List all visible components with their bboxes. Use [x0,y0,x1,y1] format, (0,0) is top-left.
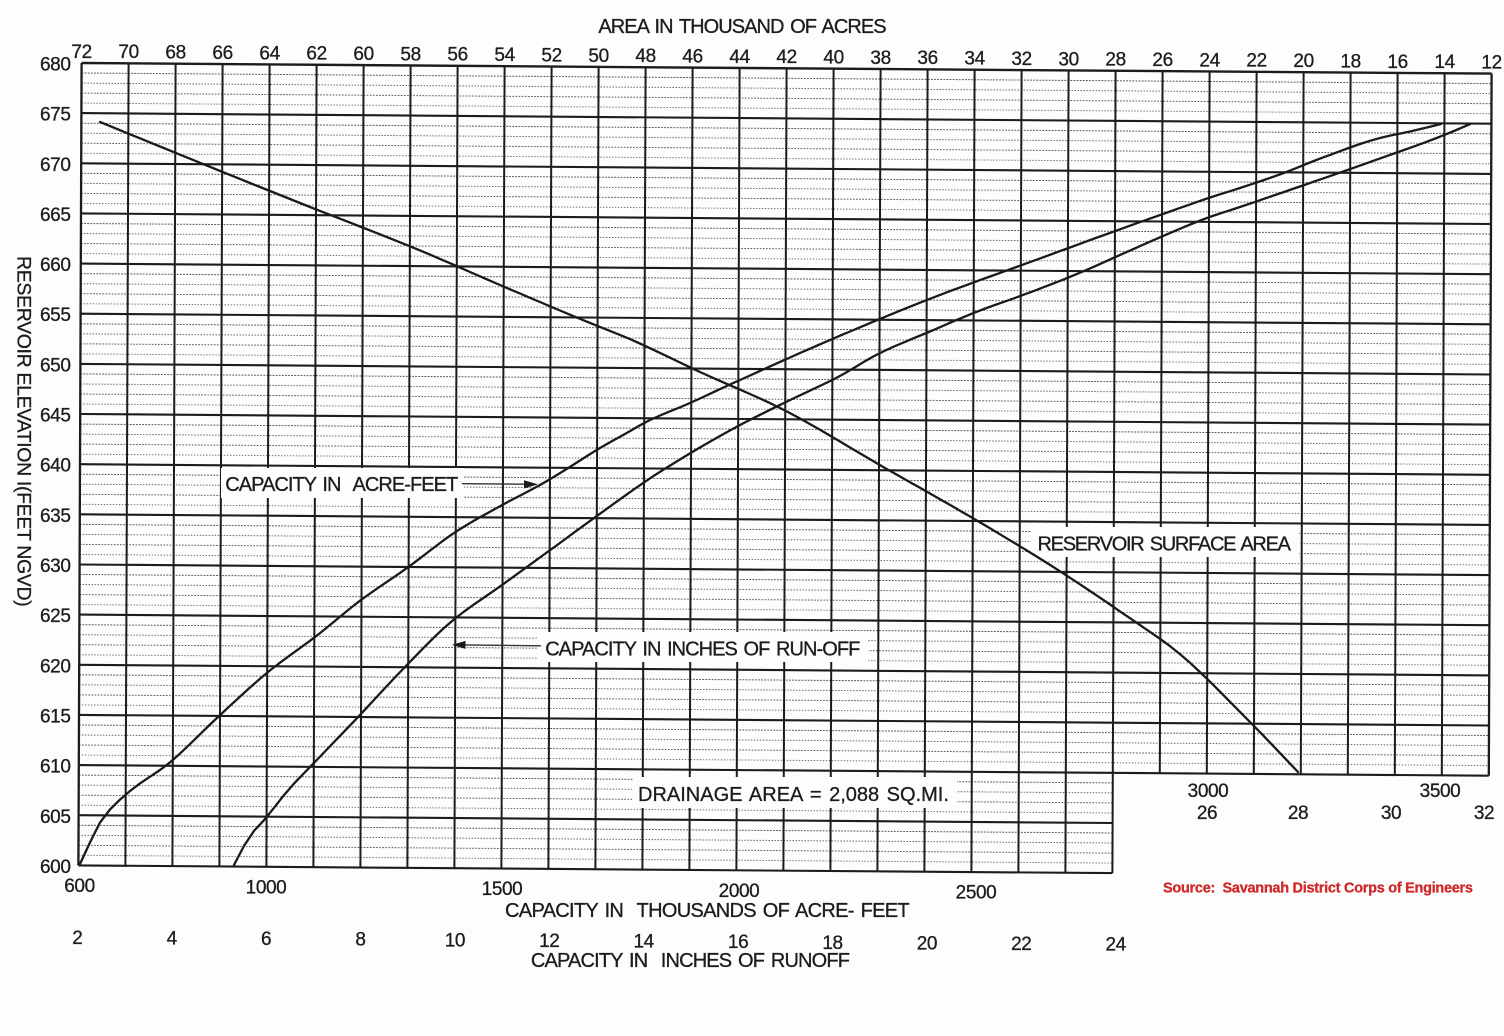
svg-text:CAPACITY IN INCHES OF RUN-OFF: CAPACITY IN INCHES OF RUN-OFF [545,638,860,660]
svg-text:4: 4 [167,929,178,950]
svg-text:CAPACITY IN ACRE-FEET: CAPACITY IN ACRE-FEET [225,474,458,496]
svg-text:48: 48 [635,46,655,67]
svg-text:600: 600 [64,876,95,897]
svg-text:2500: 2500 [956,883,997,904]
svg-text:16: 16 [728,932,748,953]
svg-text:615: 615 [40,706,71,727]
svg-text:6: 6 [261,929,271,950]
svg-text:42: 42 [776,47,796,68]
svg-text:56: 56 [447,45,467,66]
svg-text:14: 14 [634,932,655,953]
svg-text:38: 38 [870,48,890,69]
svg-text:CAPACITY IN THOUSANDS OF ACRE: CAPACITY IN THOUSANDS OF ACRE- FEET [505,900,909,922]
svg-text:3500: 3500 [1420,781,1461,802]
svg-text:28: 28 [1105,50,1125,71]
svg-text:2: 2 [72,928,82,949]
svg-text:650: 650 [40,355,71,376]
svg-text:66: 66 [212,43,232,64]
svg-text:12: 12 [1481,53,1501,74]
svg-text:620: 620 [40,656,71,677]
svg-text:DRAINAGE AREA = 2,088 SQ.MI.: DRAINAGE AREA = 2,088 SQ.MI. [638,784,949,806]
svg-text:18: 18 [1340,51,1360,72]
svg-text:20: 20 [917,933,937,954]
svg-text:660: 660 [40,255,71,276]
svg-text:10: 10 [445,930,465,951]
svg-text:22: 22 [1246,51,1266,72]
svg-text:670: 670 [40,155,71,176]
svg-text:AREA IN THOUSAND OF ACRES: AREA IN THOUSAND OF ACRES [598,16,886,38]
svg-text:24: 24 [1199,50,1220,71]
svg-text:2000: 2000 [719,881,760,902]
svg-text:40: 40 [823,48,843,69]
svg-text:610: 610 [40,757,71,778]
svg-text:635: 635 [40,506,71,527]
svg-text:70: 70 [118,42,138,63]
svg-text:32: 32 [1011,49,1031,70]
svg-text:20: 20 [1293,51,1313,72]
svg-text:3000: 3000 [1188,781,1229,802]
svg-text:44: 44 [729,47,750,68]
svg-text:24: 24 [1106,935,1127,956]
svg-text:600: 600 [40,857,71,878]
svg-text:605: 605 [40,807,71,828]
svg-text:12: 12 [539,931,559,952]
svg-text:Source: Savannah District Cor: Source: Savannah District Corps of Engin… [1163,881,1473,897]
svg-text:RESERVOIR ELEVATION I(FEET NGV: RESERVOIR ELEVATION I(FEET NGVD) [13,256,35,606]
svg-text:54: 54 [494,45,515,66]
svg-text:655: 655 [40,305,71,326]
svg-text:64: 64 [259,43,280,64]
svg-text:16: 16 [1387,52,1407,73]
svg-text:14: 14 [1434,52,1455,73]
svg-text:625: 625 [40,606,71,627]
svg-text:46: 46 [682,47,702,68]
svg-text:28: 28 [1288,803,1308,824]
svg-text:52: 52 [541,45,561,66]
svg-text:58: 58 [400,44,420,65]
svg-text:36: 36 [917,48,937,69]
svg-text:50: 50 [588,46,608,67]
svg-text:1500: 1500 [482,879,523,900]
svg-text:26: 26 [1152,50,1172,71]
svg-text:8: 8 [355,930,365,951]
svg-text:665: 665 [40,205,71,226]
svg-text:640: 640 [40,456,71,477]
svg-text:30: 30 [1058,49,1078,70]
svg-text:68: 68 [165,43,185,64]
svg-text:18: 18 [822,933,842,954]
svg-text:72: 72 [71,42,91,63]
svg-text:62: 62 [306,44,326,65]
svg-text:680: 680 [40,55,71,76]
svg-text:1000: 1000 [246,877,287,898]
svg-text:30: 30 [1381,803,1401,824]
svg-text:645: 645 [40,406,71,427]
svg-text:34: 34 [964,49,985,70]
svg-text:RESERVOIR SURFACE AREA: RESERVOIR SURFACE AREA [1038,534,1292,556]
svg-text:CAPACITY IN INCHES OF RUNOFF: CAPACITY IN INCHES OF RUNOFF [531,950,850,972]
svg-text:26: 26 [1197,803,1217,824]
svg-text:60: 60 [353,44,373,65]
svg-text:630: 630 [40,556,71,577]
svg-text:22: 22 [1011,934,1031,955]
svg-text:32: 32 [1474,803,1494,824]
svg-text:675: 675 [40,105,71,126]
